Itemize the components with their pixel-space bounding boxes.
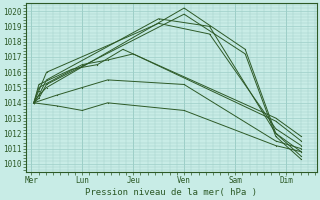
X-axis label: Pression niveau de la mer( hPa ): Pression niveau de la mer( hPa ) [85, 188, 257, 197]
